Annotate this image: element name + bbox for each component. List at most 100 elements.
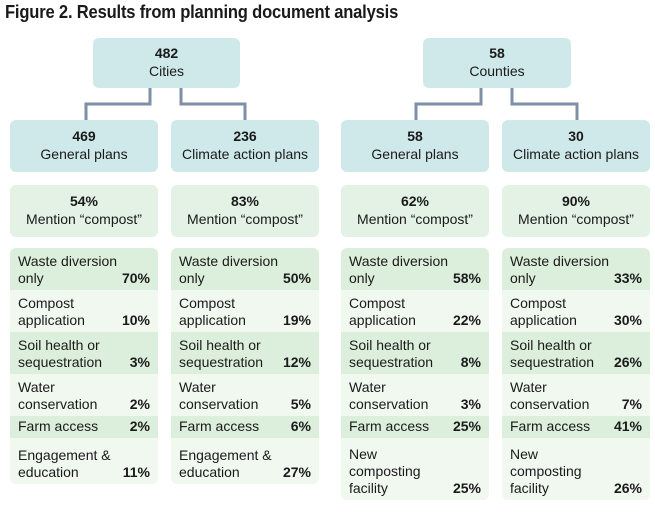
breakdown-label: Waste diversion only (349, 253, 449, 286)
breakdown-label: Water conservation (349, 379, 429, 412)
counties-general-label: General plans (371, 146, 459, 162)
breakdown-row: Engagement & education 11% (10, 438, 158, 484)
breakdown-label: Compost application (510, 295, 577, 328)
breakdown-row: Compost application 30% (502, 290, 650, 332)
counties-general-breakdown: Waste diversion only 58% Compost applicati… (341, 248, 489, 500)
breakdown-label: New composting facility (349, 446, 421, 496)
breakdown-row: Waste diversion only 70% (10, 248, 158, 290)
breakdown-label: New composting facility (510, 446, 582, 496)
breakdown-label: Farm access (510, 418, 591, 434)
breakdown-value: 41% (613, 418, 642, 434)
counties-label: Counties (469, 63, 525, 79)
breakdown-row: Engagement & education 27% (171, 438, 319, 484)
breakdown-value: 25% (452, 480, 481, 496)
breakdown-label: Water conservation (179, 379, 259, 412)
breakdown-row: Farm access 41% (502, 416, 650, 438)
cities-general-breakdown: Waste diversion only 70% Compost applicati… (10, 248, 158, 484)
breakdown-row: Waste diversion only 58% (341, 248, 489, 290)
cities-general-mention-box: 54% Mention “compost” (10, 185, 158, 237)
counties-box: 58 Counties (423, 38, 571, 88)
breakdown-label: Compost application (18, 295, 85, 328)
counties-climate-plans-box: 30 Climate action plans (502, 120, 650, 172)
cities-climate-breakdown: Waste diversion only 50% Compost applicati… (171, 248, 319, 484)
breakdown-label: Farm access (18, 418, 99, 434)
breakdown-value: 26% (613, 354, 642, 370)
mention-label: Mention “compost” (357, 211, 473, 227)
breakdown-row: Water conservation 5% (171, 374, 319, 416)
breakdown-label: Soil health or sequestration (179, 337, 264, 370)
mention-label: Mention “compost” (187, 211, 303, 227)
mention-label: Mention “compost” (518, 211, 634, 227)
breakdown-value: 3% (460, 396, 481, 412)
breakdown-value: 27% (282, 464, 311, 480)
breakdown-row: Compost application 10% (10, 290, 158, 332)
breakdown-value: 2% (129, 418, 150, 434)
breakdown-row: Compost application 19% (171, 290, 319, 332)
breakdown-value: 12% (282, 354, 311, 370)
breakdown-label: Compost application (179, 295, 246, 328)
breakdown-row: Soil health or sequestration 3% (10, 332, 158, 374)
breakdown-row: Water conservation 3% (341, 374, 489, 416)
breakdown-row: New composting facility 26% (502, 438, 650, 500)
breakdown-value: 26% (613, 480, 642, 496)
cities-box: 482 Cities (93, 38, 240, 88)
breakdown-row: Water conservation 2% (10, 374, 158, 416)
breakdown-value: 10% (121, 312, 150, 328)
breakdown-row: Farm access 25% (341, 416, 489, 438)
cities-climate-count: 236 (233, 128, 257, 144)
mention-label: Mention “compost” (26, 211, 142, 227)
counties-climate-breakdown: Waste diversion only 33% Compost applicati… (502, 248, 650, 500)
breakdown-value: 70% (121, 270, 150, 286)
cities-label: Cities (148, 63, 184, 79)
counties-count: 58 (489, 45, 505, 61)
breakdown-row: Farm access 6% (171, 416, 319, 438)
cities-count: 482 (154, 45, 179, 61)
figure-title: Figure 2. Results from planning document… (5, 2, 399, 22)
breakdown-label: Soil health or sequestration (18, 337, 103, 370)
counties-climate-count: 30 (568, 128, 584, 144)
breakdown-value: 2% (129, 396, 150, 412)
breakdown-value: 11% (122, 464, 150, 480)
breakdown-value: 3% (129, 354, 150, 370)
breakdown-value: 25% (452, 418, 481, 434)
breakdown-label: Soil health or sequestration (510, 337, 595, 370)
breakdown-row: Soil health or sequestration 26% (502, 332, 650, 374)
cities-general-count: 469 (72, 128, 96, 144)
breakdown-label: Farm access (179, 418, 260, 434)
mention-pct: 54% (69, 193, 99, 209)
mention-pct: 90% (561, 193, 591, 209)
breakdown-label: Compost application (349, 295, 416, 328)
breakdown-label: Engagement & education (18, 447, 111, 480)
breakdown-label: Water conservation (510, 379, 590, 412)
breakdown-label: Waste diversion only (510, 253, 610, 286)
breakdown-value: 7% (621, 396, 642, 412)
breakdown-label: Waste diversion only (18, 253, 118, 286)
mention-pct: 62% (400, 193, 430, 209)
counties-climate-mention-box: 90% Mention “compost” (502, 185, 650, 237)
cities-general-label: General plans (40, 146, 128, 162)
breakdown-value: 50% (282, 270, 311, 286)
cities-climate-label: Climate action plans (181, 146, 309, 162)
cities-general-plans-box: 469 General plans (10, 120, 158, 172)
breakdown-value: 33% (613, 270, 642, 286)
breakdown-label: Water conservation (18, 379, 98, 412)
breakdown-row: Compost application 22% (341, 290, 489, 332)
counties-climate-label: Climate action plans (512, 146, 640, 162)
breakdown-label: Waste diversion only (179, 253, 279, 286)
breakdown-value: 30% (613, 312, 642, 328)
breakdown-row: Soil health or sequestration 8% (341, 332, 489, 374)
breakdown-label: Farm access (349, 418, 430, 434)
breakdown-value: 8% (460, 354, 481, 370)
breakdown-row: Farm access 2% (10, 416, 158, 438)
counties-general-mention-box: 62% Mention “compost” (341, 185, 489, 237)
breakdown-value: 5% (290, 396, 311, 412)
breakdown-value: 19% (282, 312, 311, 328)
counties-general-plans-box: 58 General plans (341, 120, 489, 172)
breakdown-row: Soil health or sequestration 12% (171, 332, 319, 374)
mention-pct: 83% (230, 193, 260, 209)
breakdown-value: 22% (452, 312, 481, 328)
breakdown-row: Waste diversion only 50% (171, 248, 319, 290)
breakdown-label: Engagement & education (179, 447, 272, 480)
breakdown-row: Water conservation 7% (502, 374, 650, 416)
